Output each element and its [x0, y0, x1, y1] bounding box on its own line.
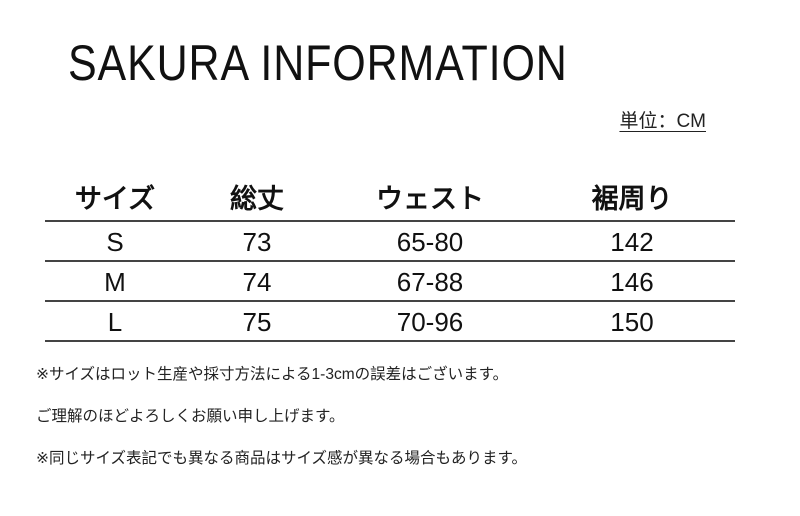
cell-waist: 65-80	[396, 227, 464, 257]
cell-size: L	[107, 307, 123, 337]
cell-length: 73	[242, 227, 272, 257]
header-waist: ウェスト	[376, 184, 484, 214]
cell-size: M	[104, 267, 126, 297]
header-length: 総丈	[230, 184, 284, 214]
table-row: L 75 70-96 150	[45, 302, 735, 342]
cell-length: 74	[242, 267, 272, 297]
header-size: サイズ	[74, 184, 156, 214]
table-row: M 74 67-88 146	[45, 262, 735, 302]
cell-hem: 142	[610, 227, 654, 257]
cell-waist: 67-88	[396, 267, 464, 297]
header-hem: 裾周り	[591, 184, 673, 214]
cell-hem: 146	[610, 267, 654, 297]
cell-hem: 150	[610, 307, 654, 337]
size-table: サイズ 総丈 ウェスト 裾周り S 73 65-80 142 M 74 67-8…	[45, 178, 735, 342]
note-fit-difference: ※同じサイズ表記でも異なる商品はサイズ感が異なる場合もあります。	[36, 450, 528, 467]
cell-size: S	[106, 227, 124, 257]
cell-length: 75	[242, 307, 272, 337]
note-understanding: ご理解のほどよろしくお願い申し上げます。	[36, 408, 345, 425]
table-header-row: サイズ 総丈 ウェスト 裾周り	[45, 178, 735, 222]
table-row: S 73 65-80 142	[45, 222, 735, 262]
unit-label: 単位：CM	[619, 111, 706, 132]
note-tolerance: ※サイズはロット生産や採寸方法による1-3cmの誤差はございます。	[36, 366, 509, 383]
cell-waist: 70-96	[396, 307, 464, 337]
page-title: SAKURA INFORMATION	[68, 35, 568, 91]
